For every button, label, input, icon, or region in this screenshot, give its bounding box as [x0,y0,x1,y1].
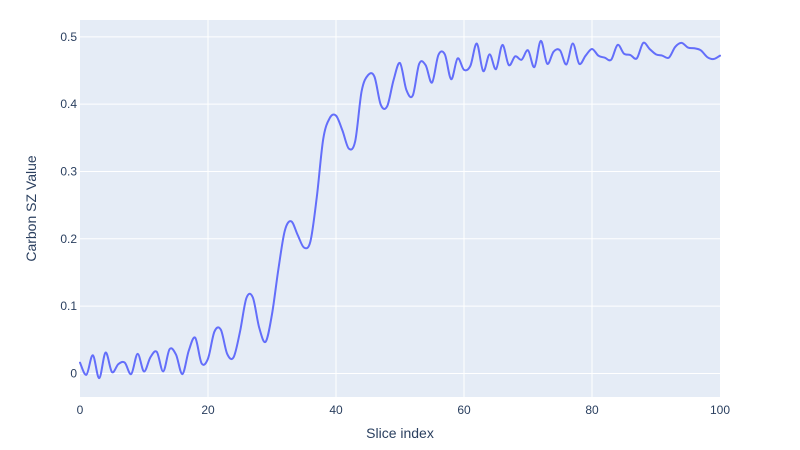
x-axis-title: Slice index [366,425,434,441]
y-tick-label: 0.2 [60,232,77,246]
x-tick-label: 100 [710,403,730,417]
x-tick-label: 0 [77,403,84,417]
grid-lines [80,20,720,397]
series-line [79,39,721,380]
x-tick-label: 80 [585,403,599,417]
y-tick-label: 0 [70,366,77,380]
y-tick-label: 0.1 [60,299,77,313]
x-tick-label: 60 [457,403,471,417]
y-axis-ticks: 0 0.1 0.2 0.3 0.4 0.5 [60,30,77,381]
y-axis-title: Carbon SZ Value [23,155,39,262]
y-tick-label: 0.3 [60,164,77,178]
x-tick-label: 20 [201,403,215,417]
x-axis-ticks: 0 20 40 60 80 100 [77,403,731,417]
y-tick-label: 0.4 [60,97,77,111]
x-tick-label: 40 [329,403,343,417]
y-tick-label: 0.5 [60,30,77,44]
series-layer [79,39,721,380]
plot-area [80,20,720,397]
